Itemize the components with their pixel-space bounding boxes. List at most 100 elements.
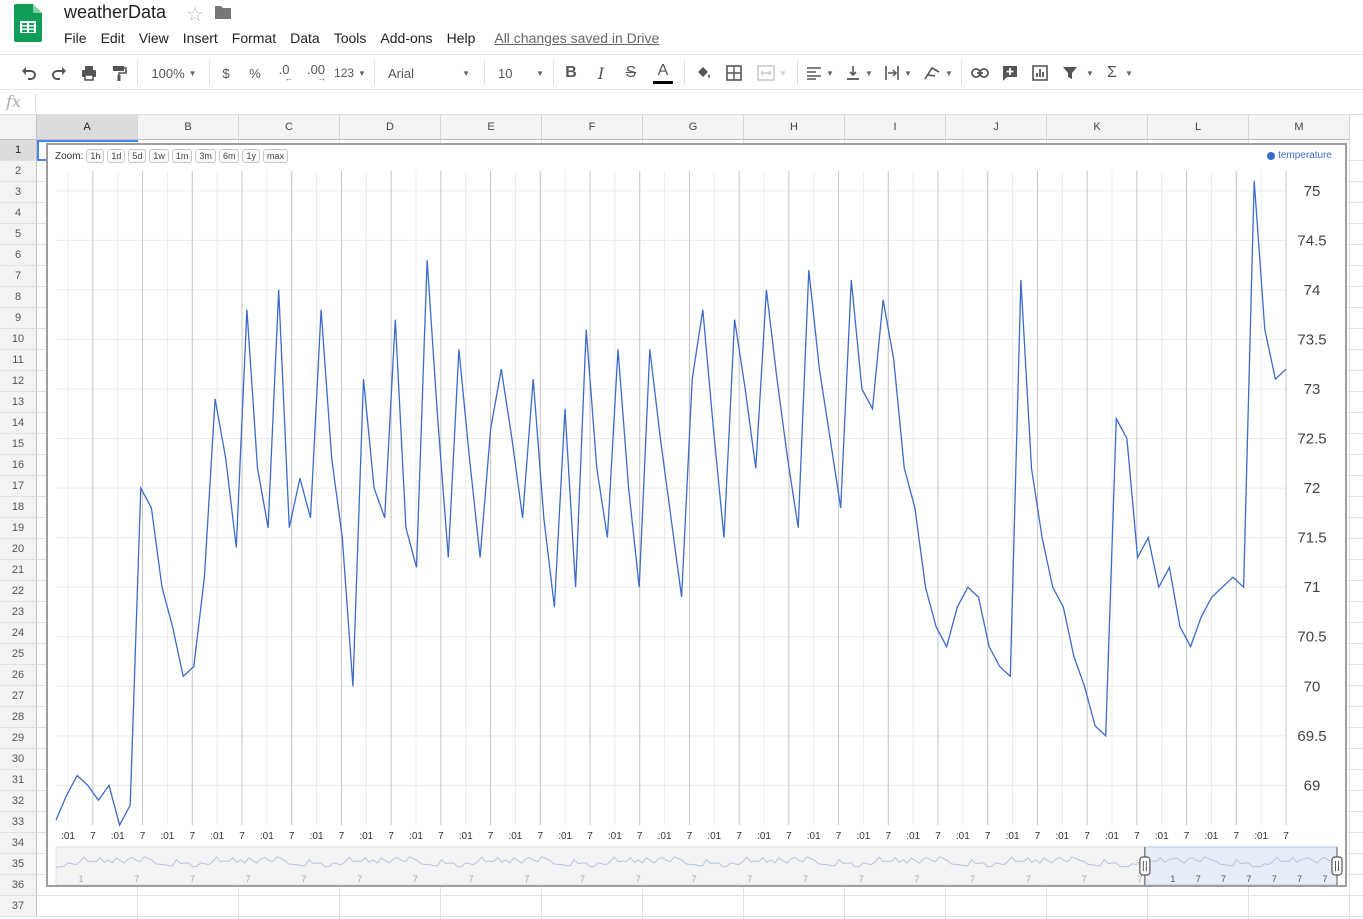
more-formats-select[interactable]: 123 ▼ bbox=[332, 55, 368, 91]
column-header-f[interactable]: F bbox=[542, 115, 643, 140]
row-header-2[interactable]: 2 bbox=[0, 161, 37, 182]
row-header-5[interactable]: 5 bbox=[0, 224, 37, 245]
filter-button[interactable]: ▼ bbox=[1057, 55, 1099, 91]
select-all-corner[interactable] bbox=[0, 115, 37, 140]
sheets-logo-icon[interactable] bbox=[14, 4, 42, 42]
text-wrapping-button[interactable]: ▼ bbox=[881, 55, 915, 91]
row-header-26[interactable]: 26 bbox=[0, 665, 37, 686]
menu-addons[interactable]: Add-ons bbox=[373, 28, 439, 48]
borders-button[interactable] bbox=[721, 55, 747, 91]
menu-insert[interactable]: Insert bbox=[176, 28, 225, 48]
row-header-20[interactable]: 20 bbox=[0, 539, 37, 560]
row-header-10[interactable]: 10 bbox=[0, 329, 37, 350]
row-header-17[interactable]: 17 bbox=[0, 476, 37, 497]
row-header-31[interactable]: 31 bbox=[0, 770, 37, 791]
zoom-select[interactable]: 100% ▼ bbox=[144, 55, 204, 91]
menu-format[interactable]: Format bbox=[225, 28, 283, 48]
row-header-12[interactable]: 12 bbox=[0, 371, 37, 392]
column-header-j[interactable]: J bbox=[946, 115, 1047, 140]
document-title[interactable]: weatherData bbox=[64, 2, 166, 23]
strikethrough-button[interactable]: S bbox=[619, 55, 643, 91]
column-header-h[interactable]: H bbox=[744, 115, 845, 140]
column-header-k[interactable]: K bbox=[1047, 115, 1148, 140]
undo-button[interactable] bbox=[16, 55, 42, 91]
zoom-1d-button[interactable]: 1d bbox=[107, 149, 125, 163]
column-header-i[interactable]: I bbox=[845, 115, 946, 140]
decrease-decimal-button[interactable]: .0 ← bbox=[272, 55, 296, 91]
zoom-1w-button[interactable]: 1w bbox=[149, 149, 169, 163]
text-color-button[interactable]: A bbox=[649, 55, 677, 91]
font-family-select[interactable]: Arial ▼ bbox=[380, 55, 476, 91]
formula-input[interactable] bbox=[40, 90, 1340, 114]
row-header-22[interactable]: 22 bbox=[0, 581, 37, 602]
row-header-1[interactable]: 1 bbox=[0, 140, 37, 161]
row-header-23[interactable]: 23 bbox=[0, 602, 37, 623]
column-header-d[interactable]: D bbox=[340, 115, 441, 140]
row-header-21[interactable]: 21 bbox=[0, 560, 37, 581]
merge-cells-button[interactable]: ▼ bbox=[752, 55, 792, 91]
horizontal-align-button[interactable]: ▼ bbox=[803, 55, 837, 91]
zoom-max-button[interactable]: max bbox=[263, 149, 288, 163]
row-header-18[interactable]: 18 bbox=[0, 497, 37, 518]
temperature-chart[interactable]: 69 69.5 70 70.5 71 71.5 72 72.5 73 73.5 74 74.5 75:0… bbox=[46, 143, 1347, 887]
zoom-6m-button[interactable]: 6m bbox=[219, 149, 240, 163]
row-header-29[interactable]: 29 bbox=[0, 728, 37, 749]
star-icon[interactable]: ☆ bbox=[186, 2, 204, 27]
text-rotation-button[interactable]: ▼ bbox=[920, 55, 956, 91]
row-header-25[interactable]: 25 bbox=[0, 644, 37, 665]
save-status-link[interactable]: All changes saved in Drive bbox=[494, 30, 659, 46]
row-header-27[interactable]: 27 bbox=[0, 686, 37, 707]
zoom-3m-button[interactable]: 3m bbox=[195, 149, 216, 163]
row-header-28[interactable]: 28 bbox=[0, 707, 37, 728]
insert-chart-button[interactable] bbox=[1027, 55, 1053, 91]
row-header-14[interactable]: 14 bbox=[0, 413, 37, 434]
bold-button[interactable]: B bbox=[559, 55, 583, 91]
row-header-19[interactable]: 19 bbox=[0, 518, 37, 539]
row-header-9[interactable]: 9 bbox=[0, 308, 37, 329]
row-header-37[interactable]: 37 bbox=[0, 896, 37, 917]
menu-tools[interactable]: Tools bbox=[327, 28, 374, 48]
menu-edit[interactable]: Edit bbox=[94, 28, 132, 48]
menu-data[interactable]: Data bbox=[283, 28, 327, 48]
column-header-b[interactable]: B bbox=[138, 115, 239, 140]
insert-link-button[interactable] bbox=[967, 55, 993, 91]
menu-help[interactable]: Help bbox=[440, 28, 483, 48]
row-header-8[interactable]: 8 bbox=[0, 287, 37, 308]
row-header-16[interactable]: 16 bbox=[0, 455, 37, 476]
column-header-a[interactable]: A bbox=[37, 115, 138, 140]
column-header-l[interactable]: L bbox=[1148, 115, 1249, 140]
menu-file[interactable]: File bbox=[57, 28, 94, 48]
row-header-30[interactable]: 30 bbox=[0, 749, 37, 770]
row-header-13[interactable]: 13 bbox=[0, 392, 37, 413]
zoom-1y-button[interactable]: 1y bbox=[242, 149, 260, 163]
row-header-7[interactable]: 7 bbox=[0, 266, 37, 287]
row-header-35[interactable]: 35 bbox=[0, 854, 37, 875]
row-header-34[interactable]: 34 bbox=[0, 833, 37, 854]
zoom-5d-button[interactable]: 5d bbox=[128, 149, 146, 163]
row-header-4[interactable]: 4 bbox=[0, 203, 37, 224]
zoom-1m-button[interactable]: 1m bbox=[172, 149, 193, 163]
font-size-select[interactable]: 10 ▼ bbox=[490, 55, 548, 91]
increase-decimal-button[interactable]: .00 → bbox=[302, 55, 330, 91]
currency-format-button[interactable]: $ bbox=[215, 55, 237, 91]
print-button[interactable] bbox=[76, 55, 102, 91]
row-header-36[interactable]: 36 bbox=[0, 875, 37, 896]
row-header-32[interactable]: 32 bbox=[0, 791, 37, 812]
menu-view[interactable]: View bbox=[132, 28, 176, 48]
row-header-24[interactable]: 24 bbox=[0, 623, 37, 644]
row-header-15[interactable]: 15 bbox=[0, 434, 37, 455]
fill-color-button[interactable] bbox=[690, 55, 716, 91]
folder-icon[interactable] bbox=[214, 4, 232, 20]
percent-format-button[interactable]: % bbox=[244, 55, 266, 91]
column-header-e[interactable]: E bbox=[441, 115, 542, 140]
column-header-m[interactable]: M bbox=[1249, 115, 1350, 140]
vertical-align-button[interactable]: ▼ bbox=[842, 55, 876, 91]
redo-button[interactable] bbox=[46, 55, 72, 91]
column-header-c[interactable]: C bbox=[239, 115, 340, 140]
row-header-11[interactable]: 11 bbox=[0, 350, 37, 371]
paint-format-button[interactable] bbox=[106, 55, 132, 91]
italic-button[interactable]: I bbox=[589, 55, 613, 91]
zoom-1h-button[interactable]: 1h bbox=[86, 149, 104, 163]
chart-legend[interactable]: temperature bbox=[1267, 150, 1332, 161]
column-header-g[interactable]: G bbox=[643, 115, 744, 140]
